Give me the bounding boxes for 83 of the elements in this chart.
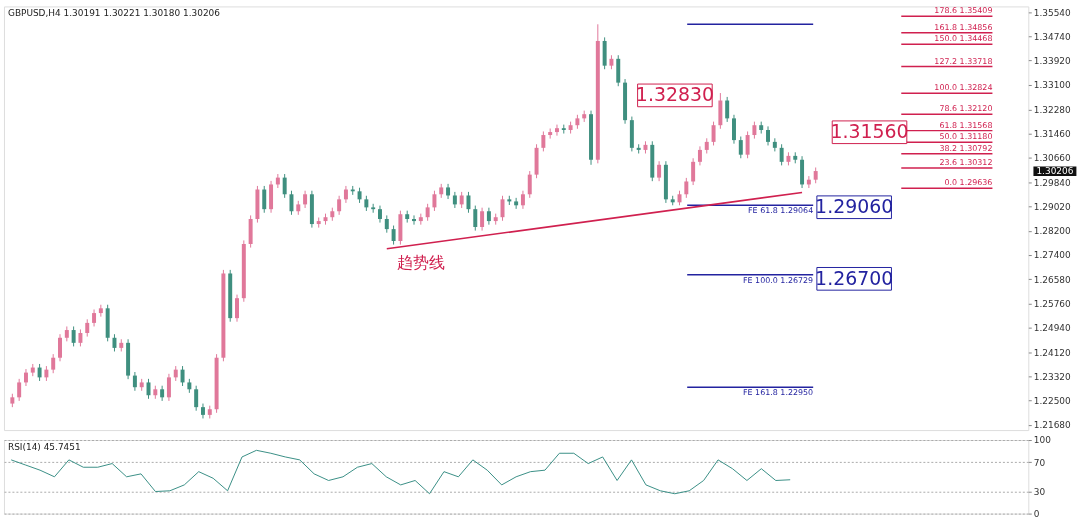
candlestick: [446, 183, 451, 200]
candlestick: [337, 195, 342, 216]
y-tick-label: 1.27400: [1033, 250, 1072, 261]
ref-line-label: 178.6 1.35409: [934, 6, 993, 16]
ref-line-label: FE 100.0 1.26729: [742, 275, 814, 285]
y-tick-label: 1.35540: [1033, 7, 1072, 18]
text: 1.30206: [1036, 166, 1074, 177]
ref-line-label: 0.0 1.29636: [944, 178, 993, 188]
candlestick: [541, 130, 546, 152]
y-tick-label: 100: [1033, 435, 1052, 446]
candlestick: [527, 170, 532, 199]
candlestick: [391, 225, 396, 246]
candlestick: [766, 125, 771, 146]
y-tick-label: 1.32280: [1033, 104, 1072, 115]
y-tick-label: 1.23320: [1033, 371, 1072, 382]
candlestick: [711, 121, 716, 146]
ref-line-label: FE 161.8 1.22950: [742, 388, 814, 398]
candlestick: [58, 333, 62, 362]
candlestick: [779, 143, 784, 166]
chart-title: GBPUSD,H4 1.30191 1.30221 1.30180 1.30206: [7, 8, 221, 19]
candlestick: [166, 373, 171, 402]
candlestick: [731, 114, 736, 145]
y-tick-label: 1.28200: [1033, 226, 1072, 237]
candlestick: [343, 185, 348, 204]
candlestick: [514, 197, 519, 210]
ref-line-label: FE 61.8 1.29064: [748, 206, 814, 216]
candlestick: [98, 304, 103, 318]
ref-line-label: 161.8 1.34856: [934, 22, 993, 32]
candlestick: [500, 195, 505, 222]
y-tick-label: 1.21680: [1033, 420, 1072, 431]
y-tick-label: 1.33100: [1033, 80, 1072, 91]
candlestick: [554, 124, 559, 137]
candlestick: [412, 214, 416, 226]
annotation: 趋势线: [396, 252, 445, 272]
y-tick-label: 0: [1033, 509, 1040, 520]
y-tick-label: 1.29840: [1033, 177, 1072, 188]
candlestick: [738, 136, 743, 159]
chart-title: RSI(14) 45.7451: [7, 441, 81, 452]
candlestick: [180, 365, 185, 387]
candlestick: [51, 353, 56, 374]
candlestick: [745, 130, 750, 159]
candlestick: [691, 157, 696, 186]
candlestick: [262, 185, 267, 214]
ref-line-label: 78.6 1.32120: [939, 104, 993, 114]
y-tick-label: 1.22500: [1033, 396, 1072, 407]
y-tick-label: 1.29020: [1033, 201, 1072, 212]
candlestick: [725, 96, 730, 123]
ref-line-label: 23.6 1.30312: [939, 158, 993, 168]
candlestick: [289, 190, 294, 216]
ref-line-label: 38.2 1.30792: [939, 143, 993, 153]
candlestick: [17, 378, 22, 402]
candlestick: [466, 191, 471, 214]
line-series: [10, 449, 791, 495]
y-tick-label: 1.33920: [1033, 56, 1072, 67]
candlestick: [520, 190, 525, 210]
ref-line-label: 61.8 1.31568: [939, 120, 993, 130]
candlestick: [160, 385, 165, 402]
y-tick-label: 1.26580: [1033, 274, 1072, 285]
y-tick-label: 70: [1033, 457, 1046, 468]
candlestick: [23, 368, 28, 387]
candlestick: [235, 294, 239, 323]
y-tick-label: 1.34740: [1033, 31, 1072, 42]
candlestick: [684, 177, 689, 199]
candlestick: [616, 54, 621, 87]
y-tick-label: 1.30660: [1033, 153, 1072, 164]
y-tick-label: 1.25760: [1033, 299, 1072, 310]
candlestick: [473, 205, 478, 232]
candlestick: [697, 145, 702, 166]
ref-line-label: 50.0 1.31180: [939, 132, 993, 142]
y-tick-label: 1.31460: [1033, 129, 1072, 140]
ref-line-label: 100.0 1.32824: [934, 83, 993, 93]
candlestick: [282, 173, 287, 199]
candlestick: [194, 385, 199, 412]
candlestick: [480, 207, 485, 232]
ref-line-label: 150.0 1.34468: [934, 34, 993, 44]
candlestick: [432, 190, 437, 212]
candlestick: [132, 371, 137, 392]
candlestick: [71, 325, 76, 347]
ref-line-label: 127.2 1.33718: [934, 56, 993, 66]
candlestick: [657, 160, 662, 182]
y-tick-label: 1.24120: [1033, 347, 1072, 358]
y-tick-label: 30: [1033, 487, 1046, 498]
y-tick-label: 1.24940: [1033, 323, 1072, 334]
